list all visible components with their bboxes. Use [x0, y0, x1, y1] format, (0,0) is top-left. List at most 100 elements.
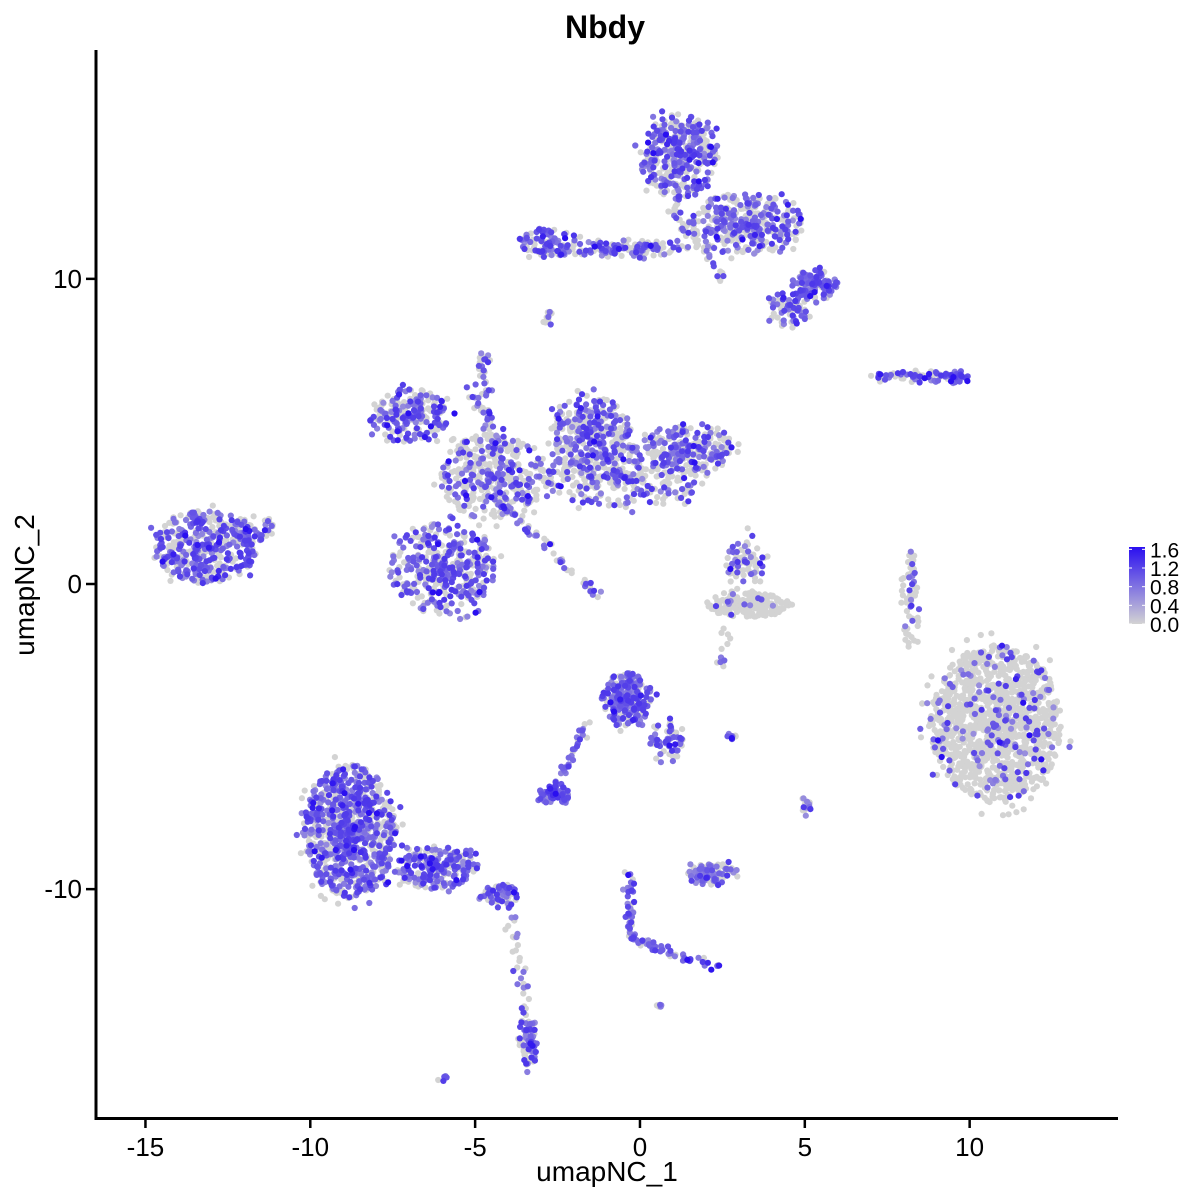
data-point [735, 441, 742, 448]
data-point [747, 595, 755, 602]
data-point [323, 841, 330, 848]
data-point [967, 722, 974, 729]
data-point [649, 451, 656, 458]
data-point [898, 599, 905, 606]
data-point [932, 749, 939, 756]
data-point [577, 233, 584, 240]
data-point [447, 448, 454, 455]
data-point [783, 599, 790, 606]
data-point [714, 425, 721, 432]
data-point [389, 428, 396, 435]
data-point [375, 786, 382, 793]
data-point [1045, 730, 1052, 738]
data-point [968, 786, 975, 794]
data-point [679, 726, 686, 733]
data-point [1041, 739, 1048, 746]
data-point [532, 486, 539, 493]
data-point [209, 514, 216, 521]
data-point [1013, 648, 1020, 655]
data-point [695, 954, 702, 961]
data-point [1047, 722, 1054, 729]
data-point [401, 559, 408, 566]
data-point [433, 581, 440, 588]
data-point [951, 696, 958, 703]
data-point [778, 598, 785, 605]
data-point [774, 314, 781, 321]
data-point [759, 605, 766, 612]
data-point [425, 406, 433, 413]
data-point [966, 687, 973, 695]
data-point [166, 519, 173, 527]
data-point [641, 437, 648, 444]
data-point [994, 730, 1002, 737]
data-point [1013, 809, 1020, 816]
data-point [571, 467, 578, 474]
data-point [661, 251, 668, 258]
data-point [669, 753, 676, 760]
data-point [548, 425, 555, 432]
data-point [1008, 766, 1015, 773]
data-point [569, 423, 576, 431]
data-point [384, 392, 391, 399]
data-point [446, 489, 453, 496]
data-point [1026, 676, 1034, 684]
data-point [1028, 775, 1035, 782]
data-point [724, 631, 732, 638]
data-point [971, 762, 978, 769]
data-point [751, 590, 758, 597]
data-point [733, 867, 740, 874]
data-point [959, 711, 966, 718]
data-point [642, 466, 650, 473]
data-point [323, 865, 330, 872]
data-point [941, 675, 948, 682]
data-point [526, 253, 533, 261]
data-point [699, 480, 706, 487]
data-point [452, 457, 459, 464]
data-point [482, 461, 490, 468]
data-point [1021, 750, 1029, 757]
data-point [309, 882, 316, 889]
data-point [906, 613, 913, 620]
data-point [978, 750, 986, 757]
data-point [389, 806, 396, 813]
data-point [605, 496, 612, 503]
data-point [1008, 685, 1015, 692]
data-point [533, 496, 540, 503]
data-point [1023, 653, 1031, 661]
data-point [977, 631, 984, 639]
data-point [768, 607, 776, 614]
data-point [476, 522, 483, 529]
data-point [968, 791, 975, 798]
data-point [1033, 643, 1040, 651]
data-point [512, 914, 519, 921]
data-point [209, 502, 216, 509]
data-point [999, 812, 1007, 819]
data-point [527, 470, 534, 478]
data-point [991, 643, 998, 651]
data-point [468, 587, 475, 594]
data-point [997, 794, 1005, 801]
data-point [643, 187, 650, 194]
data-point [209, 524, 216, 531]
plot-title: Nbdy [565, 9, 645, 45]
data-point [540, 467, 547, 475]
data-point [960, 706, 967, 713]
data-point [657, 488, 664, 495]
data-point [779, 302, 786, 309]
data-point [1037, 693, 1044, 700]
data-point [411, 435, 418, 442]
data-point [1035, 764, 1042, 771]
data-point [940, 763, 947, 771]
data-point [914, 614, 921, 621]
data-point [618, 252, 625, 259]
data-point [977, 781, 984, 788]
data-point [659, 445, 667, 452]
data-point [488, 511, 495, 518]
data-point [448, 437, 455, 444]
data-point [331, 754, 338, 761]
data-point [695, 218, 702, 225]
data-point [657, 759, 665, 766]
data-point [625, 236, 632, 243]
data-point [898, 576, 905, 583]
data-point [716, 432, 723, 439]
